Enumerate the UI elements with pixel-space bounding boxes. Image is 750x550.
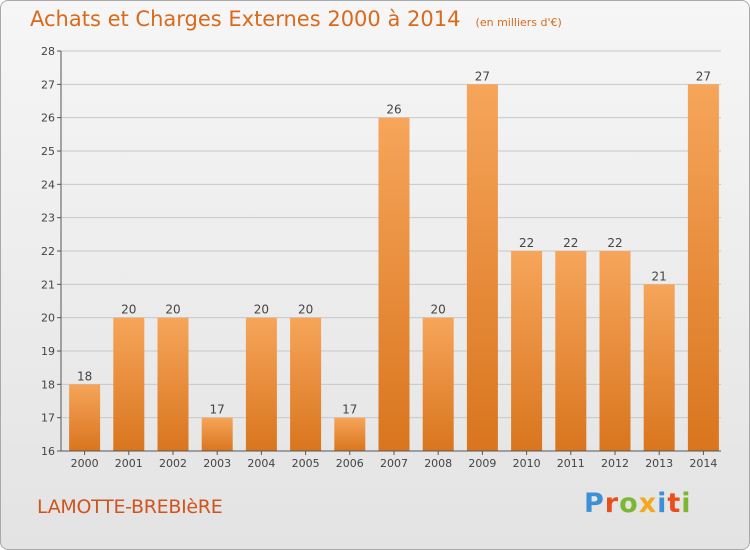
chart-title: Achats et Charges Externes 2000 à 2014 [30,7,461,31]
x-tick-label: 2011 [557,457,585,470]
bar-2007 [378,117,410,452]
bar-value-label: 20 [121,303,136,317]
bar-2013 [643,284,675,451]
bar-2010 [511,251,543,451]
y-tick-label: 21 [41,278,55,291]
x-tick-label: 2014 [689,457,717,470]
bar-value-label: 17 [210,403,225,417]
bar-value-label: 18 [77,369,92,383]
bar-value-label: 20 [298,303,313,317]
bar-2005 [290,317,322,451]
bar-value-label: 22 [563,236,578,250]
y-tick-label: 16 [41,445,55,458]
x-tick-label: 2009 [468,457,496,470]
x-tick-label: 2002 [159,457,187,470]
x-tick-label: 2004 [247,457,275,470]
y-tick-label: 22 [41,245,55,258]
y-tick-label: 26 [41,112,55,125]
bar-2008 [422,317,454,451]
y-tick-label: 24 [41,178,55,191]
x-tick-label: 2012 [601,457,629,470]
x-tick-label: 2013 [645,457,673,470]
bar-2006 [334,417,366,451]
x-tick-label: 2001 [115,457,143,470]
y-tick-label: 18 [41,378,55,391]
bar-value-label: 17 [342,403,357,417]
x-tick-label: 2010 [513,457,541,470]
logo-letter: o [619,488,639,519]
chart-header: Achats et Charges Externes 2000 à 2014 (… [30,7,562,31]
y-tick-label: 25 [41,145,55,158]
y-tick-label: 19 [41,345,55,358]
logo-letter: P [584,488,605,519]
bar-value-label: 20 [254,303,269,317]
commune-name: LAMOTTE-BREBIèRE [37,496,223,518]
x-tick-label: 2007 [380,457,408,470]
logo-letter: x [638,488,658,519]
bar-value-label: 20 [431,303,446,317]
logo-letter: i [657,488,668,519]
bar-value-label: 22 [519,236,534,250]
bar-value-label: 26 [386,103,401,117]
bar-value-label: 21 [652,269,667,283]
x-tick-label: 2005 [292,457,320,470]
bar-2009 [466,84,498,451]
bar-2002 [157,317,189,451]
bar-2011 [555,251,587,451]
proxiti-logo: Proxiti [584,488,692,519]
x-tick-label: 2003 [203,457,231,470]
x-tick-label: 2008 [424,457,452,470]
x-tick-label: 2000 [71,457,99,470]
bar-2001 [113,317,145,451]
bar-2014 [687,84,719,451]
logo-letter: i [681,488,692,519]
bar-2000 [69,384,101,451]
y-tick-label: 17 [41,412,55,425]
logo-letter: t [667,488,682,519]
y-tick-label: 20 [41,312,55,325]
logo-letter: r [604,488,620,519]
bar-value-label: 22 [607,236,622,250]
bar-value-label: 27 [696,69,711,83]
x-tick-label: 2006 [336,457,364,470]
bar-2003 [201,417,233,451]
chart-subtitle: (en milliers d'€) [475,16,562,29]
bar-2004 [245,317,277,451]
y-tick-label: 27 [41,78,55,91]
y-tick-label: 28 [41,45,55,58]
y-tick-label: 23 [41,212,55,225]
bar-2012 [599,251,631,451]
bar-value-label: 27 [475,69,490,83]
bar-value-label: 20 [165,303,180,317]
